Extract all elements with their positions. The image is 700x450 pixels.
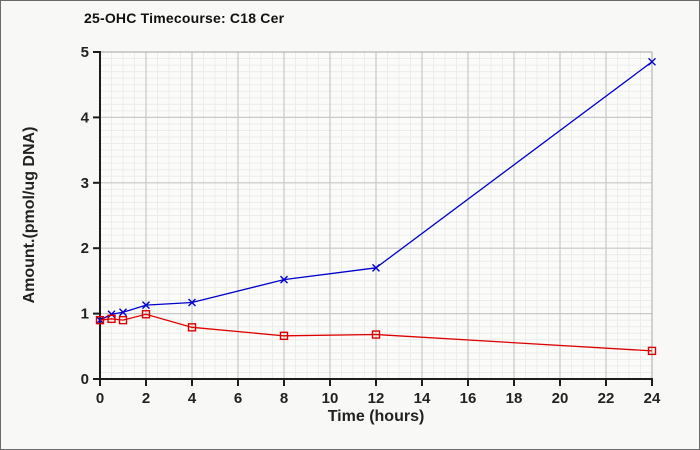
y-tick-label: 2 (81, 240, 89, 257)
series-line (99, 313, 653, 352)
square-marker-icon (118, 315, 128, 325)
x-axis-title: Time (hours) (327, 408, 425, 425)
x-tick-label: 6 (234, 390, 242, 407)
y-tick-label: 1 (81, 306, 89, 323)
x-tick-label: 18 (506, 390, 523, 407)
x-marker-icon (188, 298, 196, 307)
x-marker-icon (280, 275, 288, 284)
square-marker-icon (95, 315, 105, 325)
x-tick-label: 16 (460, 390, 477, 407)
y-tick-label: 3 (81, 175, 89, 192)
x-tick-label: 2 (142, 390, 150, 407)
red-square-series (95, 310, 657, 356)
major-grid (100, 52, 652, 379)
x-tick-label: 8 (280, 390, 288, 407)
x-tick-label: 20 (552, 390, 569, 407)
y-tick-label: 5 (81, 44, 89, 61)
x-tick-label: 14 (414, 390, 431, 407)
blue-x-series (96, 57, 656, 325)
x-marker-icon (648, 57, 656, 66)
tick-marks (93, 51, 653, 386)
x-tick-label: 22 (598, 390, 615, 407)
square-marker-icon (187, 323, 197, 332)
square-marker-icon (107, 314, 116, 324)
x-marker-icon (372, 263, 380, 272)
series-line (99, 61, 653, 321)
square-marker-icon (647, 346, 657, 356)
square-marker-icon (371, 330, 381, 339)
plot-frame (100, 51, 653, 379)
x-marker-icon (142, 301, 150, 310)
x-tick-label: 12 (368, 390, 385, 407)
x-tick-label: 24 (644, 390, 661, 407)
x-marker-icon (119, 308, 127, 317)
square-marker-icon (279, 331, 289, 341)
chart-title: 25-OHC Timecourse: C18 Cer (84, 10, 285, 26)
x-tick-label: 10 (322, 390, 339, 407)
x-tick-label: 0 (96, 390, 104, 407)
x-tick-label: 4 (188, 390, 197, 407)
y-tick-label: 0 (81, 371, 89, 388)
x-marker-icon (107, 310, 116, 319)
square-marker-icon (141, 310, 151, 319)
y-tick-label: 4 (81, 109, 90, 126)
